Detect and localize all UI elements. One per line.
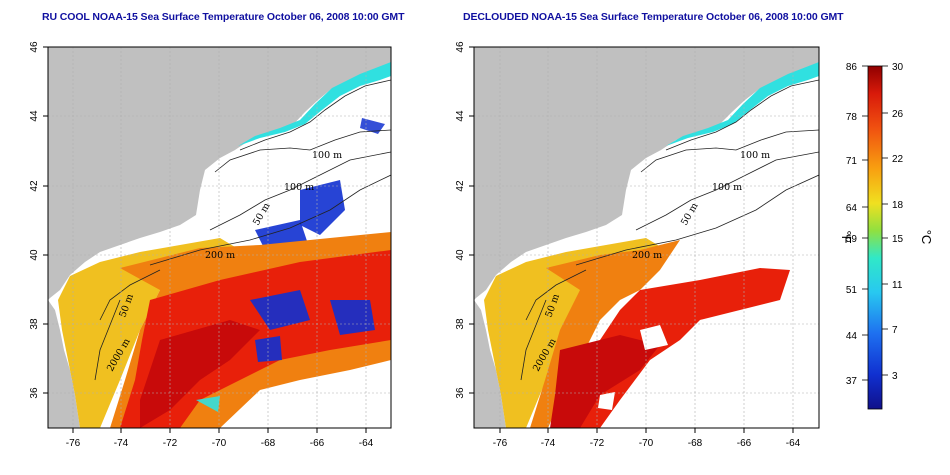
- colorbar-f-tick-37: 37: [846, 376, 858, 387]
- right-x-tick-68: -68: [688, 438, 703, 449]
- right-gulf-stream: [560, 268, 790, 428]
- left-contour-label-100-mid: 100 m: [284, 182, 314, 193]
- colorbar-f-tick-44: 44: [846, 331, 858, 342]
- colorbar-unit-c: °C: [919, 230, 934, 245]
- right-cool-water: [666, 62, 819, 146]
- colorbar-c-tick-3: 3: [892, 371, 898, 382]
- right-x-tick-70: -70: [639, 438, 654, 449]
- right-y-tick-36: 36: [455, 387, 466, 399]
- colorbar-c-tick-18: 18: [892, 200, 904, 211]
- left-land-north: [48, 47, 391, 300]
- right-x-tick-64: -64: [786, 438, 801, 449]
- left-x-tick-74: -74: [114, 438, 129, 449]
- left-y-tick-36: 36: [29, 387, 40, 399]
- right-land-north: [474, 47, 819, 300]
- right-shelf-water: [484, 238, 666, 428]
- right-y-tick-38: 38: [455, 318, 466, 330]
- left-y-tick-38: 38: [29, 318, 40, 330]
- colorbar-f-tick-71: 71: [846, 156, 858, 167]
- left-y-tick-40: 40: [29, 249, 40, 261]
- colorbar-unit-f: °F: [839, 230, 854, 243]
- left-contour-label-100-north: 100 m: [312, 150, 342, 161]
- left-x-tick-64: -64: [359, 438, 374, 449]
- colorbar-c-tick-22: 22: [892, 154, 904, 165]
- right-y-tick-46: 46: [455, 41, 466, 53]
- right-y-tick-42: 42: [455, 180, 466, 192]
- right-x-tick-66: -66: [737, 438, 752, 449]
- left-x-tick-68: -68: [261, 438, 276, 449]
- left-x-tick-70: -70: [212, 438, 227, 449]
- left-map-panel: 100 m 100 m 50 m 200 m 50 m 2000 m -76 -…: [29, 41, 392, 449]
- colorbar-f-tick-78: 78: [846, 112, 858, 123]
- colorbar-gradient: [867, 65, 883, 410]
- right-contour-label-100-north: 100 m: [740, 150, 770, 161]
- right-x-tick-74: -74: [541, 438, 556, 449]
- colorbar-c-tick-26: 26: [892, 109, 904, 120]
- colorbar-c-tick-30: 30: [892, 62, 904, 73]
- left-x-tick-72: -72: [163, 438, 178, 449]
- colorbar-c-tick-11: 11: [892, 280, 903, 291]
- left-land-west: [48, 300, 80, 428]
- right-land-west: [474, 300, 506, 428]
- right-map-panel: 100 m 100 m 50 m 200 m 50 m 2000 m -76 -…: [455, 41, 820, 449]
- colorbar-c-tick-15: 15: [892, 234, 904, 245]
- left-y-tick-46: 46: [29, 41, 40, 53]
- right-y-tick-40: 40: [455, 249, 466, 261]
- colorbar-f-tick-51: 51: [846, 285, 858, 296]
- right-contour-label-200: 200 m: [632, 250, 662, 261]
- left-shelf-water: [58, 238, 240, 428]
- colorbar: 86 78 71 64 59 51 44 37 30 26 22 18 15 1…: [839, 62, 934, 410]
- right-map-title: DECLOUDED NOAA-15 Sea Surface Temperatur…: [463, 11, 844, 23]
- colorbar-f-tick-64: 64: [846, 203, 858, 214]
- left-map-title: RU COOL NOAA-15 Sea Surface Temperature …: [42, 11, 405, 23]
- right-x-tick-76: -76: [493, 438, 508, 449]
- left-x-tick-76: -76: [66, 438, 81, 449]
- left-x-tick-66: -66: [310, 438, 325, 449]
- left-contour-label-200: 200 m: [205, 250, 235, 261]
- left-cool-water: [238, 62, 391, 146]
- right-contour-label-100-mid: 100 m: [712, 182, 742, 193]
- colorbar-f-tick-59: 59: [846, 234, 858, 245]
- right-x-tick-72: -72: [590, 438, 605, 449]
- left-y-tick-44: 44: [29, 110, 40, 122]
- colorbar-f-tick-86: 86: [846, 62, 858, 73]
- colorbar-c-tick-7: 7: [892, 325, 898, 336]
- right-y-tick-44: 44: [455, 110, 466, 122]
- left-y-tick-42: 42: [29, 180, 40, 192]
